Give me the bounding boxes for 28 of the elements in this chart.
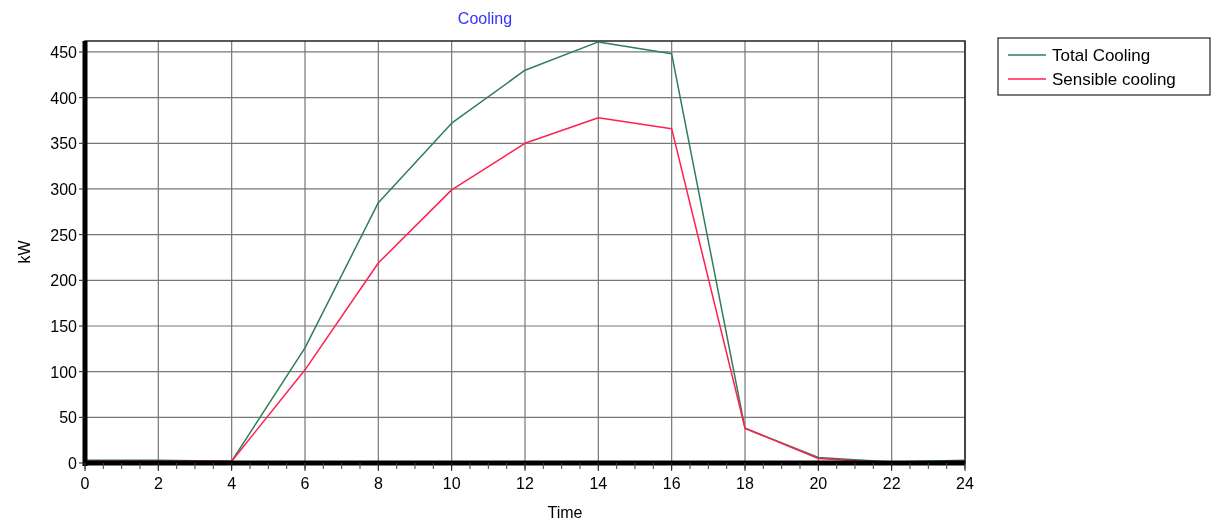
x-tick-label: 4 [227,475,237,492]
x-tick-label: 20 [809,475,828,492]
legend-label: Sensible cooling [1052,70,1176,89]
x-tick-label: 18 [736,475,754,492]
y-tick-label: 50 [59,409,78,427]
x-tick-label: 10 [442,475,461,492]
x-tick-label: 24 [956,475,974,492]
y-tick-label: 350 [50,135,78,153]
y-tick-label: 150 [50,317,78,335]
y-tick-label: 450 [50,43,78,61]
x-tick-label: 6 [300,475,310,492]
y-tick-label: 0 [68,455,78,472]
y-tick-label: 250 [50,226,78,244]
x-tick-label: 14 [589,475,608,492]
x-axis-title: Time [547,504,583,521]
legend-label: Total Cooling [1052,46,1151,65]
x-tick-label: 12 [516,475,534,492]
y-tick-label: 100 [50,363,78,381]
chart-title: Cooling [457,10,513,27]
y-tick-label: 400 [50,89,78,107]
x-tick-label: 2 [153,475,163,492]
x-tick-label: 0 [80,475,90,492]
y-tick-label: 300 [50,180,78,198]
y-axis-title: kW [16,239,33,264]
x-tick-label: 8 [373,475,383,492]
y-tick-label: 200 [50,272,78,290]
x-tick-label: 16 [662,475,681,492]
x-tick-label: 22 [882,475,901,492]
